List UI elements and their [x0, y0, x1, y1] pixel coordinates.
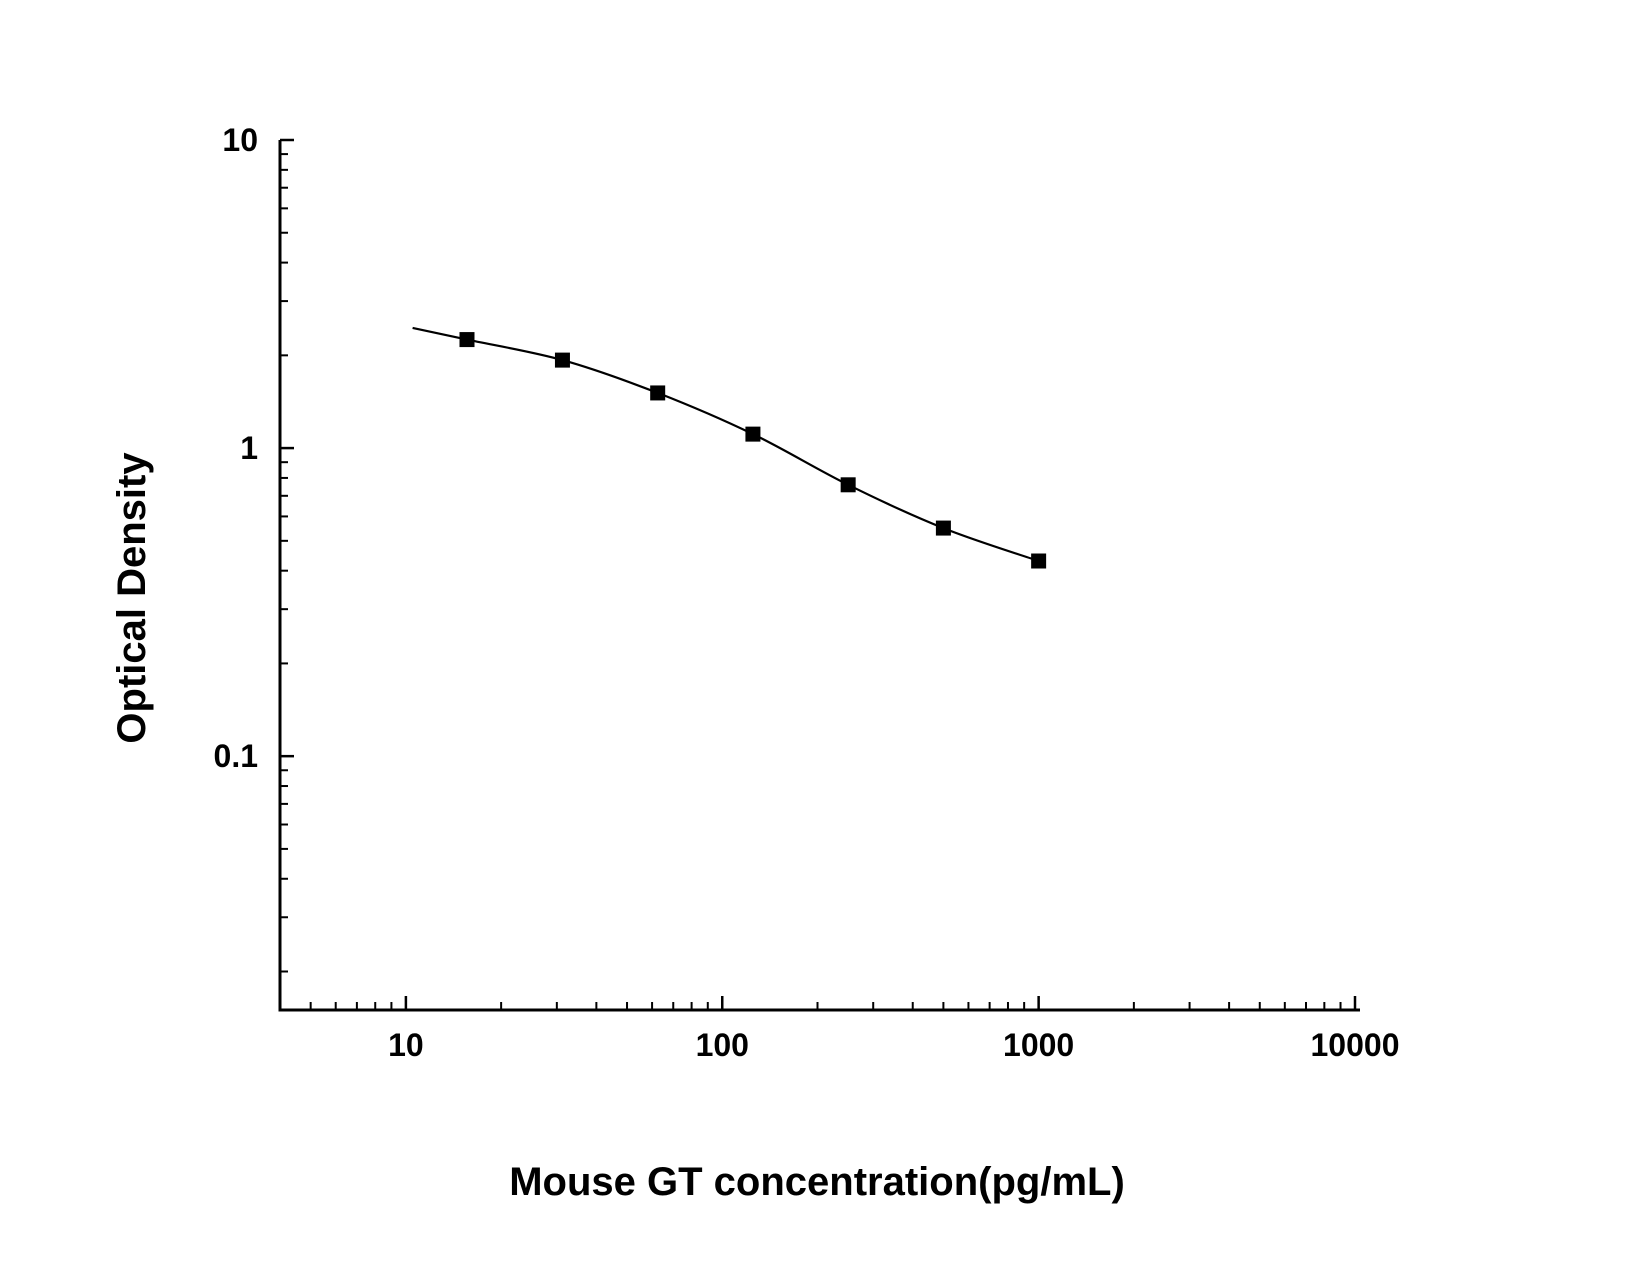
- data-point-marker: [459, 332, 475, 348]
- y-tick-label: 0.1: [214, 738, 258, 774]
- x-tick-label: 10: [388, 1027, 424, 1063]
- y-tick-label: 1: [240, 430, 258, 466]
- data-point-marker: [935, 520, 951, 536]
- data-point-marker: [840, 477, 856, 493]
- x-tick-label: 10000: [1311, 1027, 1400, 1063]
- data-point-marker: [745, 426, 761, 442]
- y-axis-title: Optical Density: [110, 452, 154, 744]
- axes-layer: 10 100 1000 10000 10 1 0.1: [214, 122, 1400, 1063]
- x-tick-label: 100: [696, 1027, 749, 1063]
- data-point-marker: [650, 385, 666, 401]
- data-point-marker: [1031, 553, 1047, 569]
- plot-layer: [412, 326, 1047, 569]
- x-tick-label: 1000: [1003, 1027, 1074, 1063]
- x-axis-title: Mouse GT concentration(pg/mL): [509, 1160, 1125, 1204]
- data-point-marker: [554, 352, 570, 368]
- y-tick-label: 10: [222, 122, 258, 158]
